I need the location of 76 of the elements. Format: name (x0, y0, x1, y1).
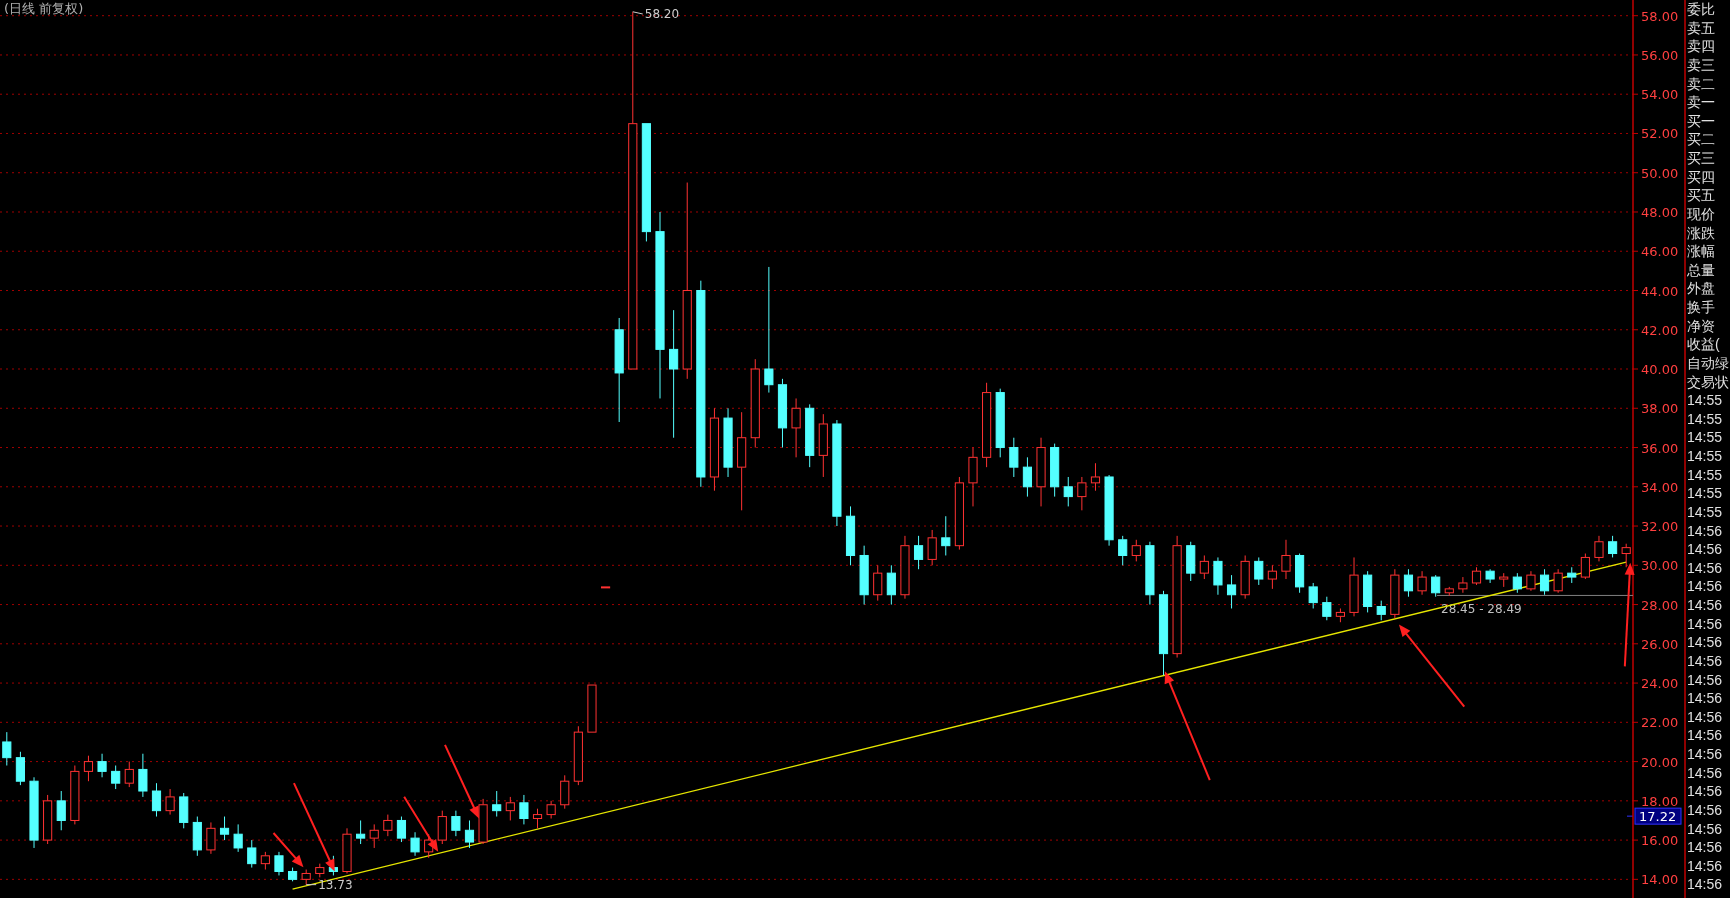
text: 14:56 (1687, 671, 1723, 688)
band-label: 28.45 - 28.49 (1441, 601, 1522, 616)
text: 买二 (1687, 131, 1715, 148)
text: 14:55 (1687, 466, 1723, 483)
text: 交易状 (1687, 373, 1729, 390)
text: 净资 (1687, 317, 1715, 334)
y-tick-label: 20.00 (1641, 754, 1679, 770)
y-tick-label: 44.00 (1641, 283, 1679, 299)
text: 14:56 (1687, 615, 1723, 632)
text: 总量 (1686, 261, 1715, 278)
text: 14:56 (1687, 559, 1723, 576)
text: 14:55 (1687, 503, 1723, 520)
text: 14:56 (1687, 857, 1723, 874)
y-tick-label: 30.00 (1641, 558, 1679, 574)
y-tick-label: 52.00 (1641, 126, 1679, 142)
text: 卖四 (1687, 38, 1715, 55)
y-tick-label: 54.00 (1641, 87, 1679, 103)
y-tick-label: 17.22 (1639, 809, 1677, 825)
y-tick-label: 24.00 (1641, 676, 1679, 692)
y-tick-label: 34.00 (1641, 479, 1679, 495)
text: 14:55 (1687, 392, 1723, 409)
text: 买一 (1687, 112, 1715, 129)
text: 卖一 (1687, 94, 1715, 111)
text: 14:56 (1687, 690, 1723, 707)
text: 现价 (1687, 205, 1715, 222)
text: 14:56 (1687, 578, 1723, 595)
text: 14:55 (1687, 485, 1723, 502)
text: 买四 (1687, 168, 1715, 185)
y-tick-label: 46.00 (1641, 244, 1679, 260)
text: 14:56 (1687, 597, 1723, 613)
text: 14:55 (1687, 429, 1723, 446)
y-tick-label: 56.00 (1641, 47, 1679, 63)
text: 14:56 (1687, 783, 1723, 800)
annotation: 58.20 (644, 7, 680, 21)
y-tick-label: 58.00 (1641, 8, 1679, 24)
text: 卖三 (1687, 56, 1715, 73)
text: 14:56 (1687, 764, 1723, 781)
y-tick-label: 50.00 (1641, 165, 1679, 181)
text: 14:55 (1687, 448, 1723, 464)
annotation: 13.73 (318, 877, 353, 892)
y-tick-label: 22.00 (1641, 715, 1679, 731)
y-tick-label: 42.00 (1641, 322, 1679, 338)
text: 买五 (1687, 187, 1715, 204)
text: 换手 (1687, 299, 1715, 315)
text: 14:56 (1687, 801, 1723, 818)
y-tick-label: 26.00 (1641, 636, 1679, 652)
text: 14:56 (1687, 652, 1723, 669)
text: 14:56 (1687, 541, 1723, 558)
text: 委比 (1687, 1, 1715, 17)
y-tick-label: 18.00 (1641, 793, 1679, 809)
y-tick-label: 16.00 (1641, 833, 1679, 849)
text: 14:55 (1687, 410, 1723, 427)
text: 外盘 (1687, 280, 1715, 297)
y-tick-label: 36.00 (1641, 440, 1679, 456)
text: 涨幅 (1687, 243, 1715, 260)
text: 14:56 (1687, 522, 1723, 539)
text: 14:56 (1687, 746, 1723, 762)
text: 收益( (1687, 336, 1720, 353)
y-tick-label: 38.00 (1641, 401, 1679, 417)
y-tick-label: 14.00 (1641, 872, 1679, 888)
text: 卖五 (1687, 19, 1715, 36)
text: 涨跌 (1687, 224, 1715, 241)
y-tick-label: 40.00 (1641, 362, 1679, 378)
chart-title: (日线 前复权) (4, 1, 84, 16)
text: 14:56 (1687, 708, 1723, 725)
text: 14:56 (1687, 820, 1723, 837)
y-tick-label: 48.00 (1641, 204, 1679, 220)
text: 14:56 (1687, 839, 1723, 856)
text: 14:56 (1687, 634, 1723, 651)
text: 14:56 (1687, 876, 1723, 893)
text: 14:56 (1687, 727, 1723, 744)
text: 自动绿 (1687, 354, 1729, 371)
y-tick-label: 28.00 (1641, 597, 1679, 613)
text: 买三 (1687, 150, 1715, 166)
y-tick-label: 32.00 (1641, 519, 1679, 535)
text: 卖二 (1687, 75, 1715, 92)
